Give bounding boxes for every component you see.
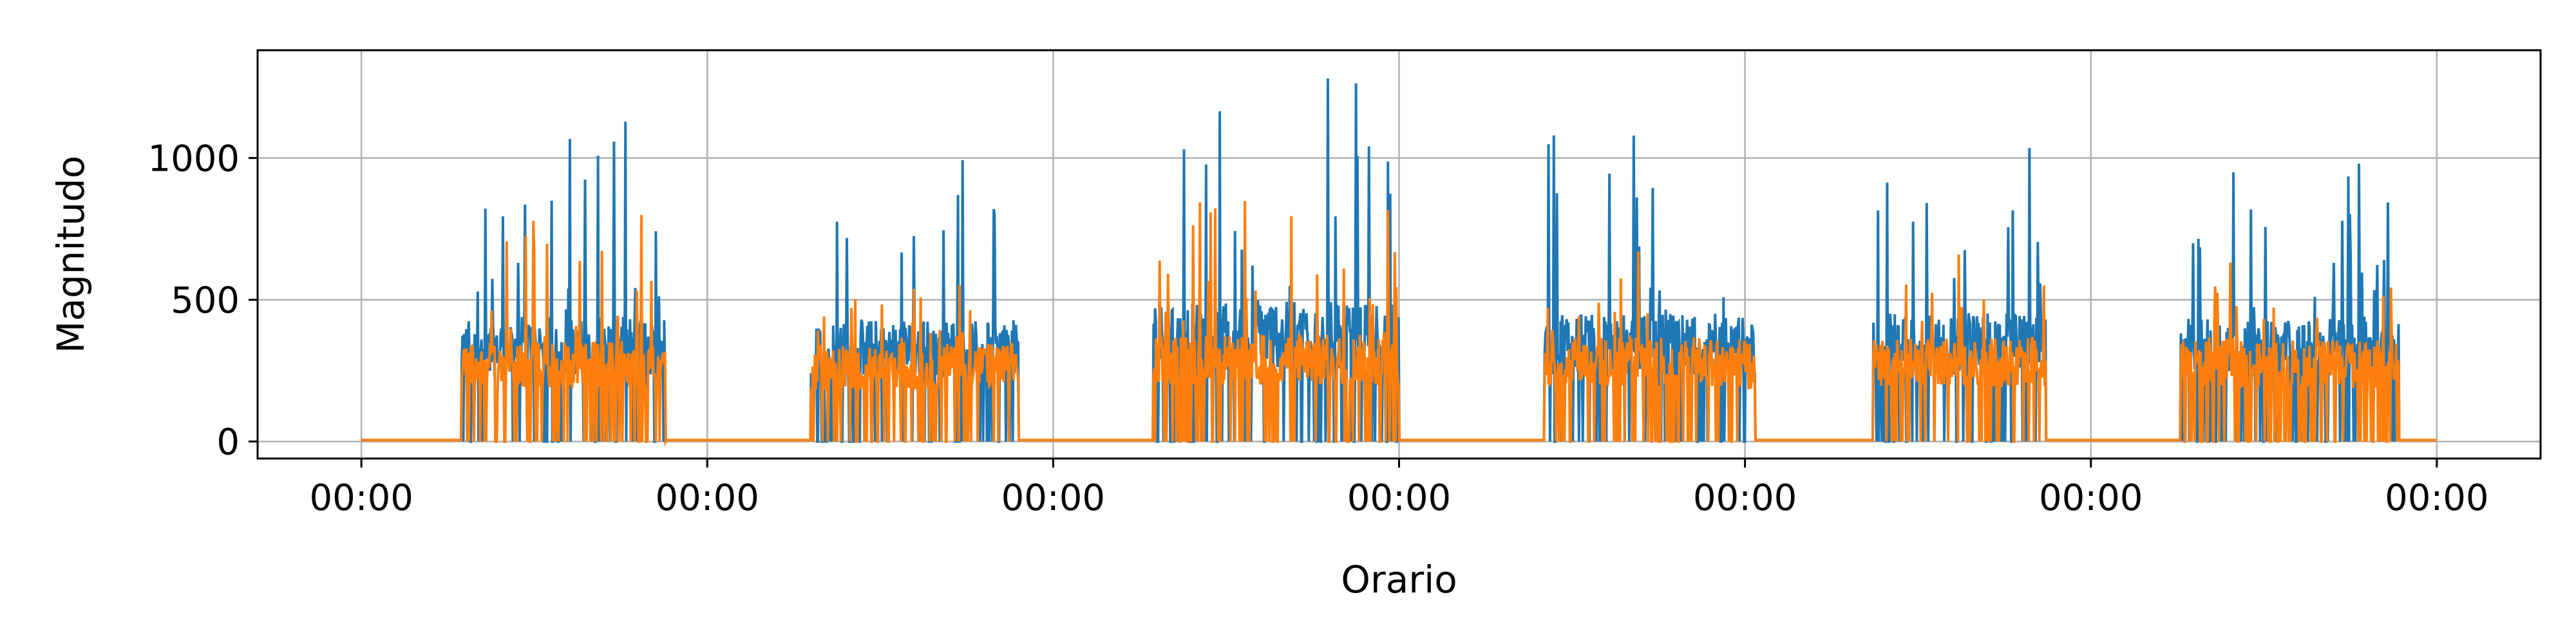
series-line-orange [361, 201, 2437, 447]
y-axis-label: Magnitudo [49, 155, 93, 353]
x-tick-label: 00:00 [2039, 477, 2143, 519]
x-tick-label: 00:00 [1001, 477, 1105, 519]
x-axis-label: Orario [1341, 558, 1457, 601]
x-tick-label: 00:00 [1347, 477, 1451, 519]
x-tick-label: 00:00 [1693, 477, 1797, 519]
y-tick-label: 0 [216, 422, 240, 464]
x-tick-label: 00:00 [309, 477, 413, 519]
series-layer [361, 78, 2437, 447]
ticks: 00:00 00:00 00:00 00:00 00:00 00:00 00:00 0 500 1… [147, 138, 2488, 519]
y-tick-label: 1000 [147, 138, 240, 180]
y-tick-label: 500 [171, 279, 240, 321]
x-tick-label: 00:00 [656, 477, 759, 519]
x-tick-label: 00:00 [2385, 477, 2488, 519]
